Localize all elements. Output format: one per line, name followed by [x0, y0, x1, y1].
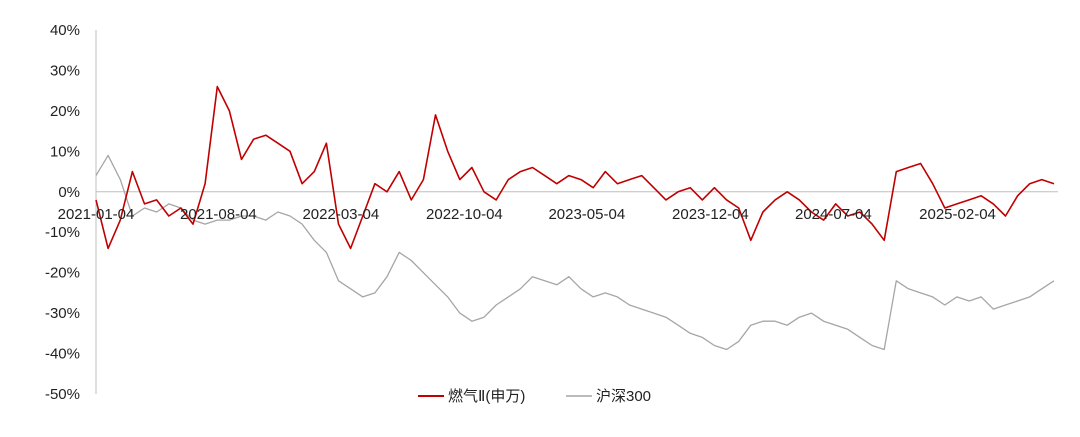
- x-axis: 2021-01-04 2021-08-04 2022-03-04 2022-10-04…: [58, 206, 996, 223]
- legend-item-1: 燃气Ⅱ(申万): [418, 387, 525, 405]
- y-tick-label: 10%: [50, 143, 80, 160]
- x-tick-label: 2023-05-04: [548, 206, 625, 223]
- x-tick-label: 2021-08-04: [180, 206, 257, 223]
- legend-item-2: 沪深300: [566, 388, 651, 405]
- x-tick-label: 2022-10-04: [426, 206, 503, 223]
- y-tick-label: -10%: [45, 224, 80, 241]
- legend: 燃气Ⅱ(申万) 沪深300: [418, 387, 651, 405]
- y-tick-label: 30%: [50, 62, 80, 79]
- x-tick-label: 2022-03-04: [302, 206, 379, 223]
- x-tick-label: 2025-02-04: [919, 206, 996, 223]
- x-tick-label: 2021-01-04: [58, 206, 135, 223]
- x-tick-label: 2023-12-04: [672, 206, 749, 223]
- y-tick-label: 0%: [58, 184, 80, 201]
- y-tick-label: 20%: [50, 103, 80, 120]
- legend-label: 燃气Ⅱ(申万): [448, 387, 525, 405]
- series-line-2: [95, 154, 1055, 351]
- series-line-1: [95, 85, 1055, 250]
- y-tick-label: 40%: [50, 22, 80, 39]
- series-lines: [95, 85, 1055, 351]
- y-tick-label: -50%: [45, 386, 80, 403]
- y-tick-label: -20%: [45, 265, 80, 282]
- y-tick-label: -40%: [45, 346, 80, 363]
- legend-label: 沪深300: [596, 388, 651, 405]
- x-tick-label: 2024-07-04: [795, 206, 872, 223]
- y-axis: 40% 30% 20% 10% 0% -10% -20% -30% -40% -50%: [45, 22, 97, 403]
- y-tick-label: -30%: [45, 305, 80, 322]
